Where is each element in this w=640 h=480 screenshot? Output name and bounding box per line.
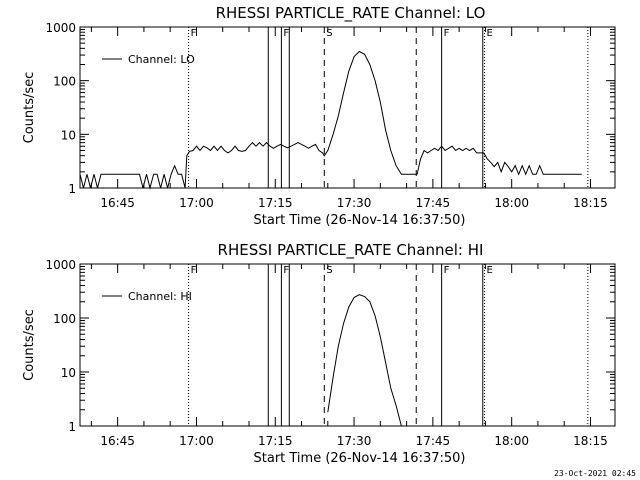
y-tick-label: 1000	[45, 258, 76, 272]
footer-timestamp: 23-Oct-2021 02:45	[554, 469, 636, 478]
event-marker-label: F	[444, 265, 450, 276]
y-tick-label: 1	[68, 420, 76, 434]
x-tick-label: 18:00	[494, 196, 529, 210]
x-tick-label: 16:45	[100, 196, 135, 210]
x-tick-label: 18:15	[573, 434, 608, 448]
x-axis-label: Start Time (26-Nov-14 16:37:50)	[254, 213, 466, 228]
y-tick-label: 10	[61, 128, 76, 142]
chart-panel-lo: RHESSI PARTICLE_RATE Channel: LO 1 10 100 10…	[22, 4, 616, 228]
x-tick-label: 18:15	[573, 196, 608, 210]
event-marker-label: E	[487, 265, 493, 276]
chart-panel-hi: RHESSI PARTICLE_RATE Channel: HI 1 10 100 10…	[22, 241, 616, 466]
x-tick-label: 17:15	[258, 196, 293, 210]
data-series-line	[79, 50, 582, 190]
event-marker-label: F	[191, 265, 197, 276]
y-tick-label: 100	[53, 312, 76, 326]
event-marker-label: F	[444, 28, 450, 39]
y-tick-label: 100	[53, 75, 76, 89]
x-tick-label: 17:45	[416, 434, 451, 448]
x-tick-label: 17:00	[179, 196, 214, 210]
x-tick-label: 17:30	[337, 434, 372, 448]
event-marker-label: F	[191, 28, 197, 39]
data-series-line	[327, 294, 402, 427]
event-marker-label: S	[326, 265, 332, 276]
y-axis-label: Counts/sec	[22, 72, 37, 144]
event-marker-label: F	[283, 265, 289, 276]
y-tick-label: 1	[68, 182, 76, 196]
event-marker-label: E	[487, 28, 493, 39]
plot-frame	[79, 26, 616, 189]
y-axis-label: Counts/sec	[22, 309, 37, 381]
legend-label: Channel: LO	[128, 53, 195, 66]
y-tick-label: 10	[61, 366, 76, 380]
chart-title: RHESSI PARTICLE_RATE Channel: LO	[216, 4, 486, 23]
y-tick-label: 1000	[45, 21, 76, 35]
plot-frame	[79, 263, 616, 427]
x-tick-label: 17:30	[337, 196, 372, 210]
legend-label: Channel: HI	[128, 290, 192, 303]
x-tick-label: 17:15	[258, 434, 293, 448]
event-marker-label: F	[283, 28, 289, 39]
x-axis-label: Start Time (26-Nov-14 16:37:50)	[254, 451, 466, 466]
x-tick-label: 18:00	[494, 434, 529, 448]
event-marker-label: S	[326, 28, 332, 39]
chart-title: RHESSI PARTICLE_RATE Channel: HI	[218, 241, 484, 260]
x-tick-label: 17:45	[416, 196, 451, 210]
x-tick-label: 17:00	[179, 434, 214, 448]
x-tick-label: 16:45	[100, 434, 135, 448]
